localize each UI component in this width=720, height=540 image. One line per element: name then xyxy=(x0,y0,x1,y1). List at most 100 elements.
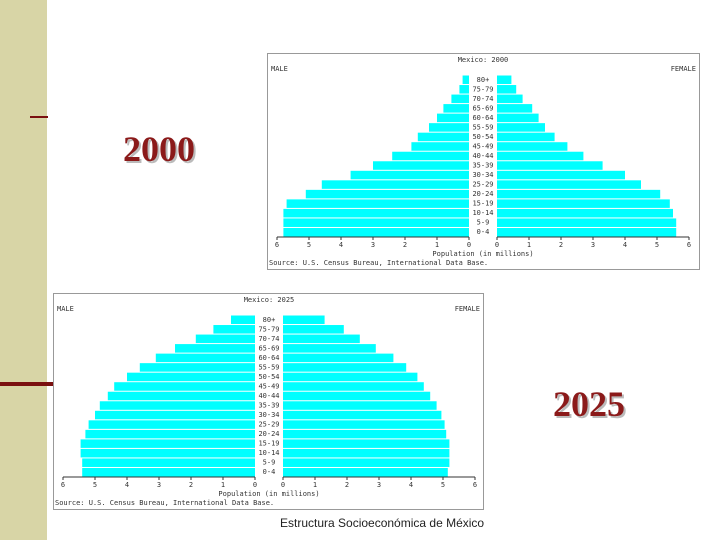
age-label: 60-64 xyxy=(258,354,279,362)
bar xyxy=(283,372,418,382)
age-label: 60-64 xyxy=(472,114,493,122)
x-tick-label: 0 xyxy=(253,481,257,489)
x-tick-label: 0 xyxy=(467,241,471,249)
bar xyxy=(283,410,442,420)
x-tick-label: 6 xyxy=(61,481,65,489)
bar xyxy=(373,161,469,170)
age-label: 75-79 xyxy=(472,85,493,93)
age-label: 70-74 xyxy=(472,95,493,103)
age-label: 50-54 xyxy=(472,133,493,141)
bar xyxy=(99,401,255,410)
bar xyxy=(497,123,545,132)
bar xyxy=(283,401,437,410)
age-label: 30-34 xyxy=(472,171,493,179)
bar xyxy=(283,227,469,237)
x-tick-label: 3 xyxy=(377,481,381,489)
caption: Estructura Socioeconómica de México xyxy=(280,516,485,530)
bar xyxy=(127,372,255,382)
left-label: MALE xyxy=(271,65,288,73)
x-tick-label: 3 xyxy=(371,241,375,249)
bar xyxy=(283,353,394,363)
bar xyxy=(417,132,469,142)
bar xyxy=(231,315,255,325)
bar xyxy=(497,227,677,237)
x-tick-label: 1 xyxy=(527,241,531,249)
bar xyxy=(195,334,255,344)
x-tick-label: 2 xyxy=(189,481,193,489)
bar xyxy=(321,180,469,189)
bar xyxy=(497,189,661,199)
x-tick-label: 6 xyxy=(275,241,279,249)
age-label: 40-44 xyxy=(258,392,279,400)
bar xyxy=(283,315,325,325)
age-label: 75-79 xyxy=(258,325,279,333)
bar xyxy=(155,353,255,363)
bar xyxy=(114,382,255,391)
bar xyxy=(283,448,450,458)
age-label: 45-49 xyxy=(258,382,279,390)
bar xyxy=(429,123,469,132)
right-label: FEMALE xyxy=(455,305,480,313)
age-label: 35-39 xyxy=(258,402,279,410)
age-label: 10-14 xyxy=(472,209,493,217)
x-tick-label: 2 xyxy=(403,241,407,249)
bar xyxy=(82,458,255,467)
bar xyxy=(283,420,445,429)
age-label: 65-69 xyxy=(258,344,279,352)
bar xyxy=(497,113,539,123)
age-label: 0-4 xyxy=(477,228,490,236)
x-tick-label: 5 xyxy=(441,481,445,489)
bar xyxy=(350,170,469,180)
age-label: 20-24 xyxy=(258,430,279,438)
bar xyxy=(497,218,677,227)
x-tick-label: 0 xyxy=(281,481,285,489)
x-tick-label: 1 xyxy=(313,481,317,489)
x-tick-label: 4 xyxy=(125,481,129,489)
rule xyxy=(30,116,48,118)
bar xyxy=(175,344,255,353)
rule xyxy=(0,382,105,386)
bar xyxy=(283,363,407,372)
bar xyxy=(411,142,469,151)
age-label: 50-54 xyxy=(258,373,279,381)
x-tick-label: 3 xyxy=(157,481,161,489)
year-label: 2025 xyxy=(553,384,625,424)
age-label: 80+ xyxy=(263,316,276,324)
x-axis-label: Population (in millions) xyxy=(218,490,319,498)
bar xyxy=(497,208,673,218)
bar xyxy=(88,420,255,429)
bar xyxy=(497,85,517,94)
x-tick-label: 5 xyxy=(93,481,97,489)
bar xyxy=(459,85,469,94)
bar xyxy=(139,363,255,372)
age-label: 10-14 xyxy=(258,449,279,457)
bar xyxy=(451,94,469,104)
bar xyxy=(283,218,469,227)
bar xyxy=(497,132,555,142)
bar xyxy=(286,199,469,208)
bar xyxy=(443,104,469,113)
age-label: 45-49 xyxy=(472,142,493,150)
x-tick-label: 6 xyxy=(473,481,477,489)
age-label: 15-19 xyxy=(258,440,279,448)
right-label: FEMALE xyxy=(671,65,696,73)
bar xyxy=(497,75,512,85)
chart-title: Mexico: 2025 xyxy=(244,296,295,304)
bar xyxy=(497,104,533,113)
age-label: 30-34 xyxy=(258,411,279,419)
age-label: 55-59 xyxy=(472,123,493,131)
age-label: 55-59 xyxy=(258,363,279,371)
bar xyxy=(462,75,469,85)
x-tick-label: 1 xyxy=(435,241,439,249)
age-label: 65-69 xyxy=(472,104,493,112)
bar xyxy=(80,439,255,448)
age-label: 35-39 xyxy=(472,162,493,170)
x-tick-label: 4 xyxy=(339,241,343,249)
year-label: 2000 xyxy=(123,129,195,169)
left-label: MALE xyxy=(57,305,74,313)
bar xyxy=(497,170,625,180)
age-label: 70-74 xyxy=(258,335,279,343)
bar xyxy=(95,410,255,420)
